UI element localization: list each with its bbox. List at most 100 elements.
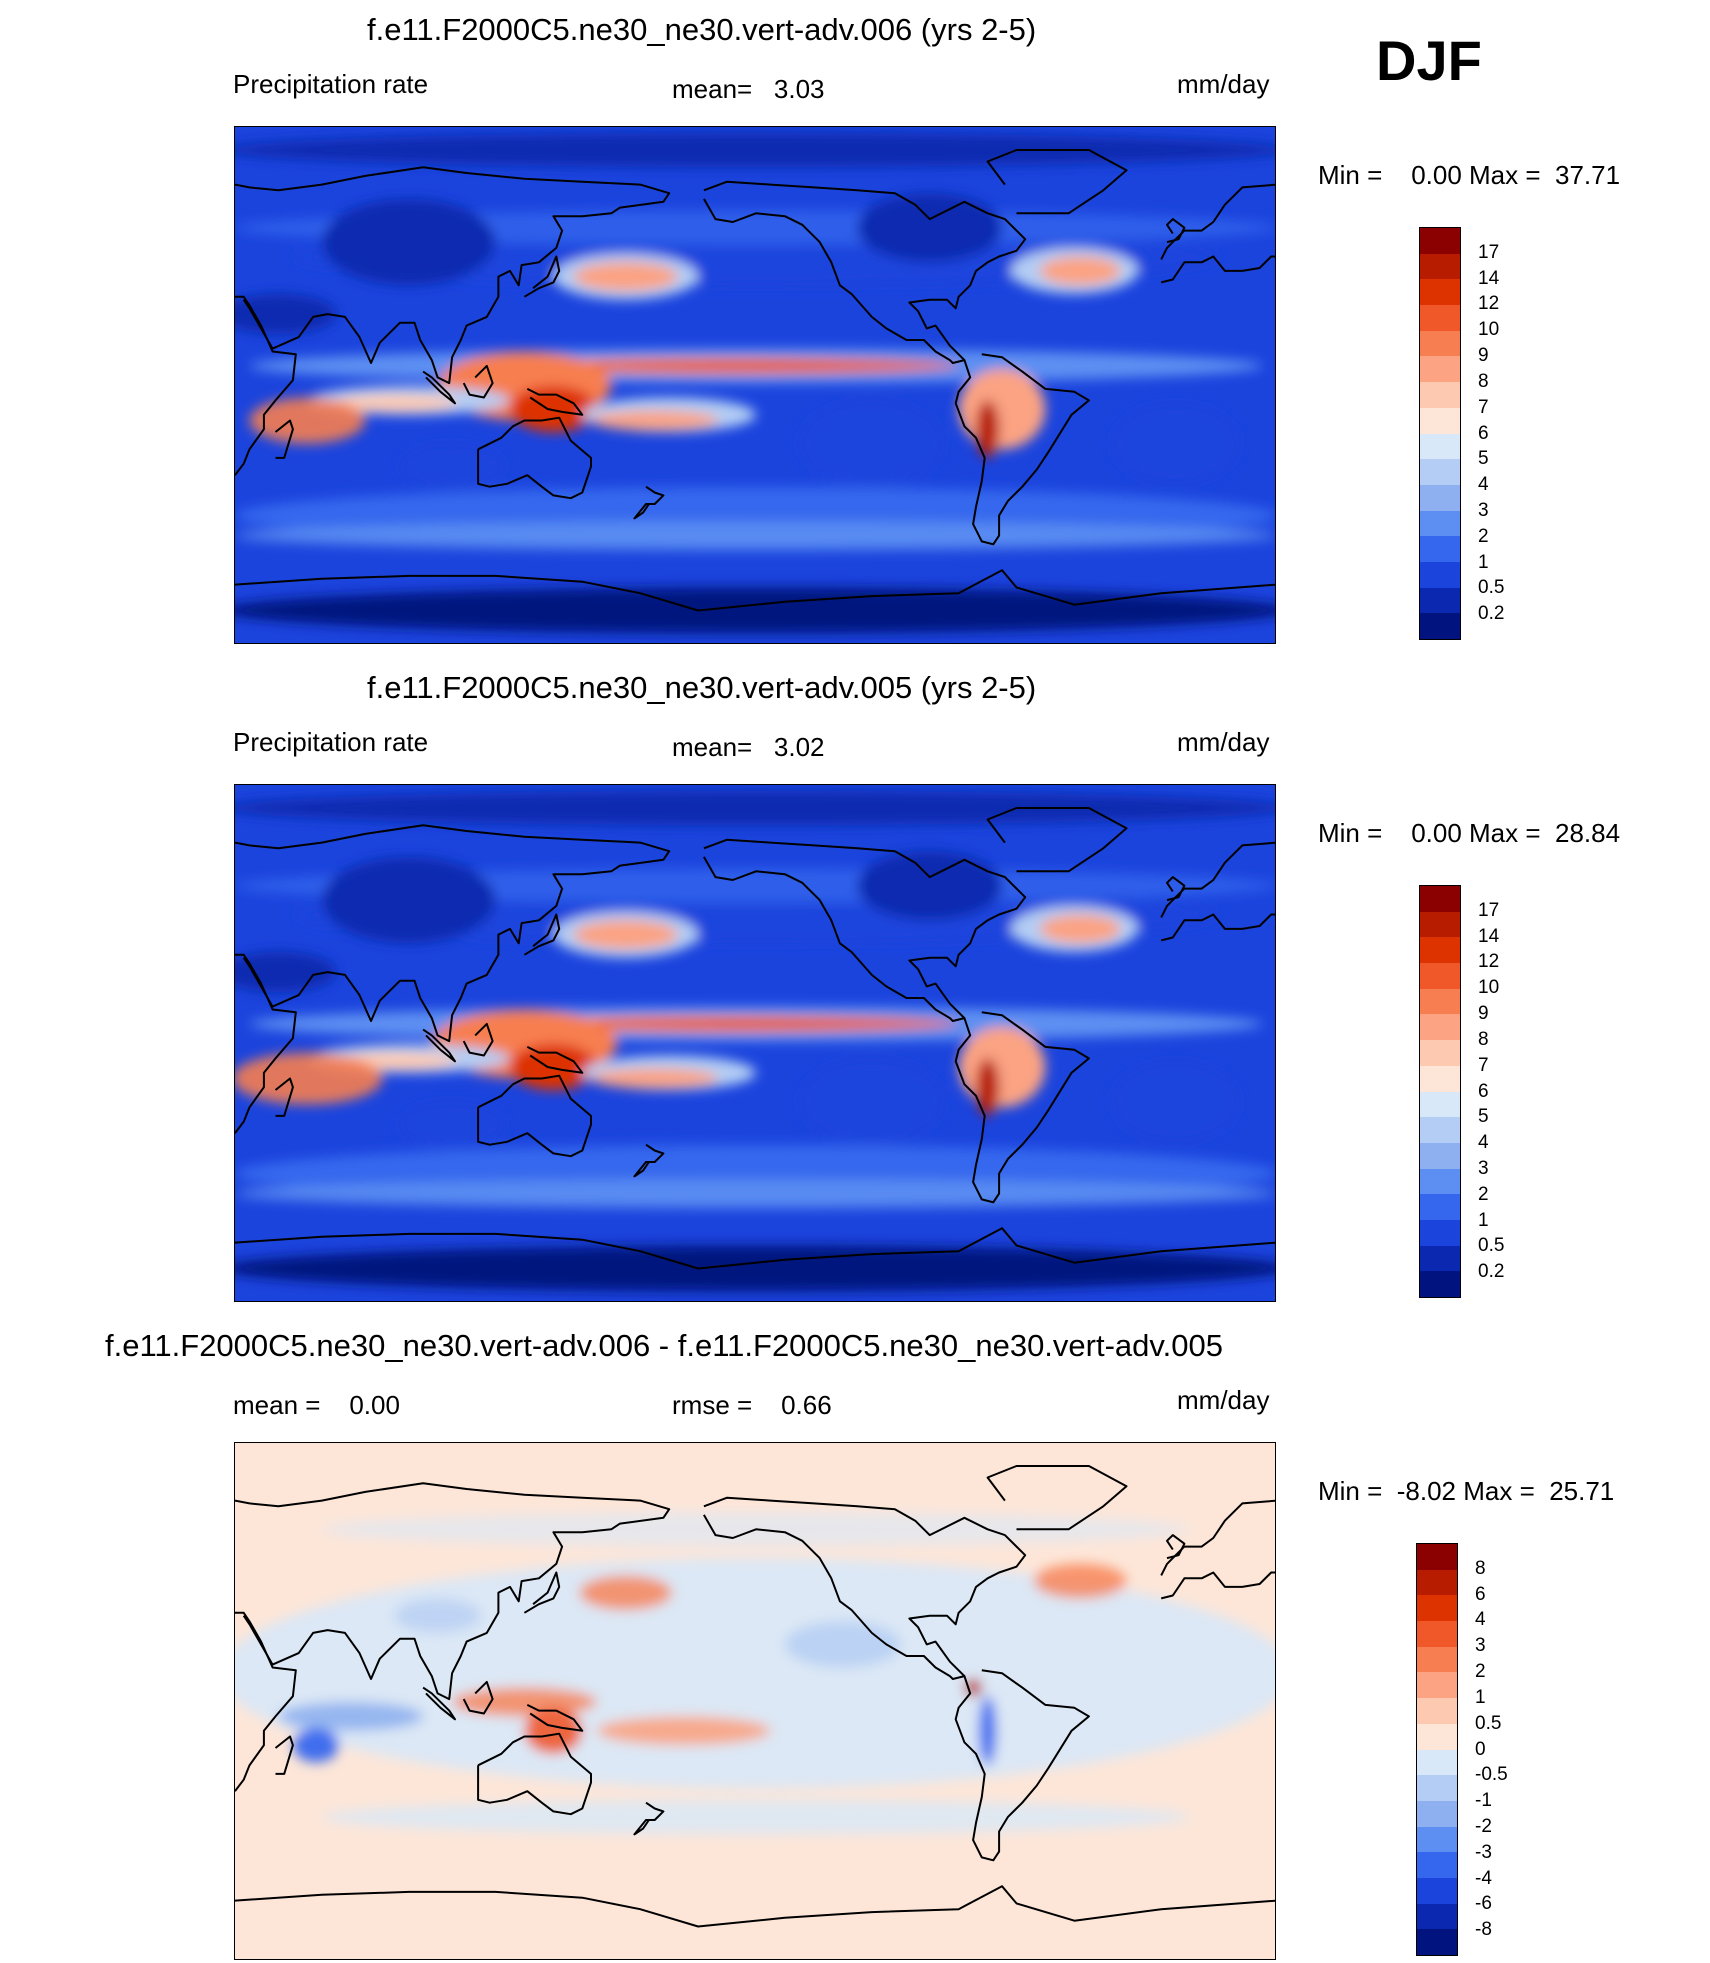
colorbar-swatch [1417, 1544, 1457, 1570]
colorbar-tick-label: 6 [1478, 422, 1489, 444]
colorbar-swatch [1420, 433, 1460, 460]
panel-2-map [234, 784, 1276, 1302]
coastline [477, 1732, 592, 1816]
colorbar-tick-label: 0 [1475, 1738, 1486, 1760]
colorbar-tick-label: 9 [1478, 345, 1489, 367]
field-blob [292, 1727, 340, 1763]
colorbar-tick-label: 8 [1475, 1557, 1486, 1579]
colorbar-swatch [1420, 305, 1460, 331]
colorbar-tick-label: 6 [1475, 1583, 1486, 1605]
panel-2-minmax-label: Min = 0.00 Max = 28.84 [1318, 818, 1621, 848]
panel-1-units-label: mm/day [1177, 69, 1270, 99]
coastline [954, 353, 1090, 546]
coastline [1160, 913, 1275, 942]
colorbar-swatch [1420, 459, 1460, 485]
coastline [523, 913, 561, 956]
coastline [274, 1735, 294, 1775]
coastline [986, 149, 1128, 215]
field-blob [399, 1101, 505, 1148]
panel-3-units-label: mm/day [1177, 1385, 1270, 1415]
field-blob [278, 1702, 424, 1731]
colorbar-swatch [1420, 1245, 1460, 1272]
colorbar-swatch [1420, 407, 1460, 434]
colorbar-swatch [1420, 228, 1460, 254]
field-blob [799, 1058, 945, 1145]
coastline [235, 295, 297, 476]
colorbar-tick-label: -1 [1475, 1790, 1492, 1812]
field-blob [235, 1179, 1275, 1209]
panel-1-colorbar [1419, 227, 1461, 640]
field-blob [591, 410, 719, 431]
coastline [986, 1465, 1128, 1531]
field-blob [235, 1052, 383, 1105]
season-label: DJF [1376, 29, 1482, 92]
colorbar-swatch [1417, 1826, 1457, 1853]
field-blob [235, 521, 1275, 551]
coastline [523, 255, 561, 298]
colorbar-swatch [1417, 1621, 1457, 1647]
colorbar-swatch [1417, 1672, 1457, 1699]
coastline [422, 370, 456, 405]
colorbar-swatch [1420, 330, 1460, 357]
colorbar-tick-label: 7 [1478, 1054, 1489, 1076]
coastline [235, 1885, 1275, 1928]
field-blob [1039, 914, 1121, 944]
colorbar-swatch [1420, 1142, 1460, 1169]
colorbar-swatch [1420, 587, 1460, 614]
coastline [1160, 1571, 1275, 1600]
coastline [235, 166, 671, 385]
field-blob [553, 1019, 959, 1029]
field-blob [591, 1068, 719, 1089]
field-blob [857, 193, 1003, 263]
panel-2-units-label: mm/day [1177, 727, 1270, 757]
field-blob [579, 1575, 673, 1610]
panel-3-minmax-label: Min = -8.02 Max = 25.71 [1318, 1476, 1615, 1506]
colorbar-swatch [1420, 1117, 1460, 1143]
colorbar-swatch [1417, 1569, 1457, 1596]
colorbar-tick-label: 3 [1475, 1635, 1486, 1657]
colorbar-tick-label: 5 [1478, 1106, 1489, 1128]
field-blob [958, 368, 1046, 450]
colorbar-tick-label: 0.2 [1478, 1261, 1505, 1283]
field-blob [235, 587, 1275, 634]
colorbar-swatch [1420, 1040, 1460, 1066]
coastline [235, 569, 1275, 612]
coastline [462, 364, 494, 399]
coastline [633, 1801, 665, 1836]
colorbar-swatch [1417, 1775, 1457, 1801]
colorbar-tick-label: 7 [1478, 396, 1489, 418]
colorbar-tick-label: 2 [1478, 525, 1489, 547]
field-blob [321, 198, 496, 286]
coastline [954, 1669, 1090, 1862]
colorbar-tick-label: 9 [1478, 1003, 1489, 1025]
coastline [633, 1143, 665, 1178]
colorbar-tick-label: 4 [1475, 1609, 1486, 1631]
colorbar-swatch [1417, 1749, 1457, 1776]
colorbar-swatch [1417, 1903, 1457, 1930]
colorbar-tick-label: 5 [1478, 448, 1489, 470]
field-blob [553, 361, 959, 371]
colorbar-tick-label: 3 [1478, 499, 1489, 521]
field-blob [978, 1696, 997, 1766]
panel-3-colorbar-ticks: 8 6 4 3 2 1 0.5 0 -0.5 -1 -2 -3 -4 -6 -8 [1475, 1543, 1545, 1956]
colorbar-swatch [1420, 536, 1460, 562]
coastline [526, 1046, 584, 1074]
map-canvas [235, 127, 1275, 643]
panel-3-title: f.e11.F2000C5.ne30_ne30.vert-adv.006 - f… [105, 1328, 1223, 1363]
colorbar-tick-label: 3 [1478, 1157, 1489, 1179]
coastline [1166, 1534, 1186, 1560]
field-blob [573, 920, 678, 950]
field-blob [1033, 1563, 1127, 1599]
colorbar-tick-label: 14 [1478, 267, 1500, 289]
coastline [235, 1227, 1275, 1270]
coastline [633, 485, 665, 520]
colorbar-tick-label: 1 [1478, 1209, 1489, 1231]
panel-2-mean-label: mean= 3.02 [672, 732, 825, 762]
colorbar-tick-label: 17 [1478, 899, 1500, 921]
coastline [422, 1028, 456, 1063]
panel-1-map [234, 126, 1276, 644]
colorbar-swatch [1420, 382, 1460, 408]
colorbar-tick-label: 2 [1478, 1183, 1489, 1205]
coastline [703, 1496, 1027, 1680]
colorbar-tick-label: 1 [1475, 1686, 1486, 1708]
